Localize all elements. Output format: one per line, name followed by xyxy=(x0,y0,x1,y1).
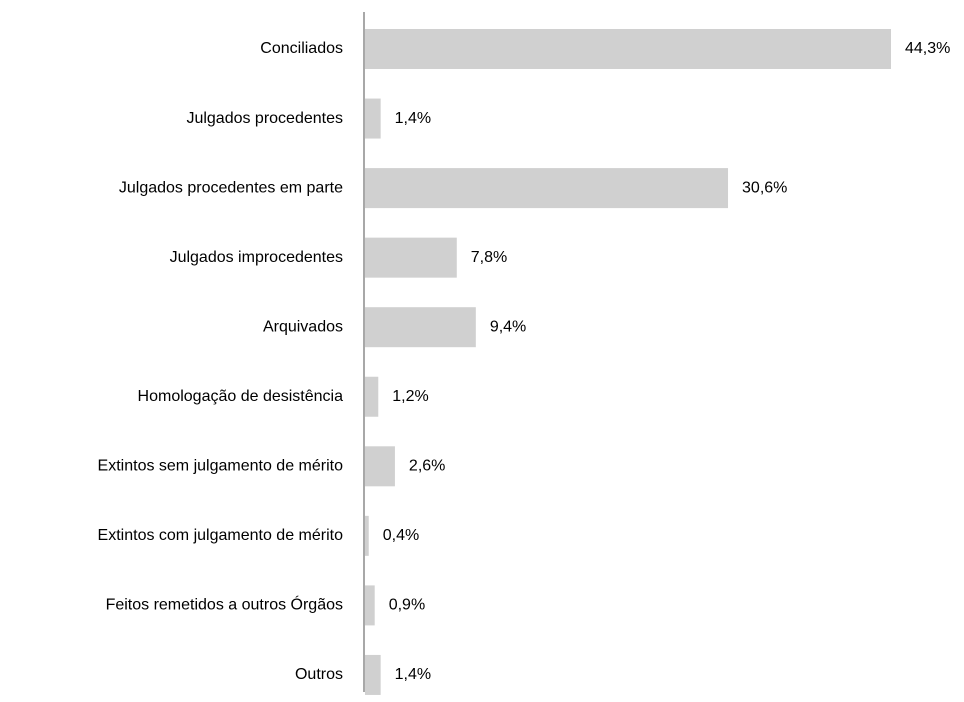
category-label: Outros xyxy=(295,666,343,683)
category-label: Extintos sem julgamento de mérito xyxy=(98,458,344,475)
bar xyxy=(365,585,375,626)
bar xyxy=(365,446,395,487)
category-label: Julgados procedentes xyxy=(186,110,343,127)
bar xyxy=(365,376,379,417)
bar xyxy=(365,168,729,209)
value-label: 44,3% xyxy=(905,40,950,57)
value-label: 9,4% xyxy=(490,318,526,335)
bar xyxy=(365,515,369,556)
value-label: 1,2% xyxy=(392,388,428,405)
value-label: 1,4% xyxy=(395,666,431,683)
value-label: 1,4% xyxy=(395,110,431,127)
category-label: Extintos com julgamento de mérito xyxy=(98,527,344,544)
bar xyxy=(365,98,381,139)
bar xyxy=(365,307,476,348)
category-label: Homologação de desistência xyxy=(138,388,344,405)
value-label: 0,4% xyxy=(383,527,419,544)
value-label: 2,6% xyxy=(409,458,445,475)
category-label: Arquivados xyxy=(263,318,343,335)
bar xyxy=(365,29,891,69)
value-label: 0,9% xyxy=(389,597,425,614)
category-label: Julgados improcedentes xyxy=(170,249,343,266)
category-label: Feitos remetidos a outros Órgãos xyxy=(106,595,343,614)
category-label: Julgados procedentes em parte xyxy=(119,179,343,196)
bar xyxy=(365,654,381,695)
value-label: 30,6% xyxy=(742,179,787,196)
value-label: 7,8% xyxy=(471,249,507,266)
bar xyxy=(365,237,457,278)
category-label: Conciliados xyxy=(260,40,343,57)
